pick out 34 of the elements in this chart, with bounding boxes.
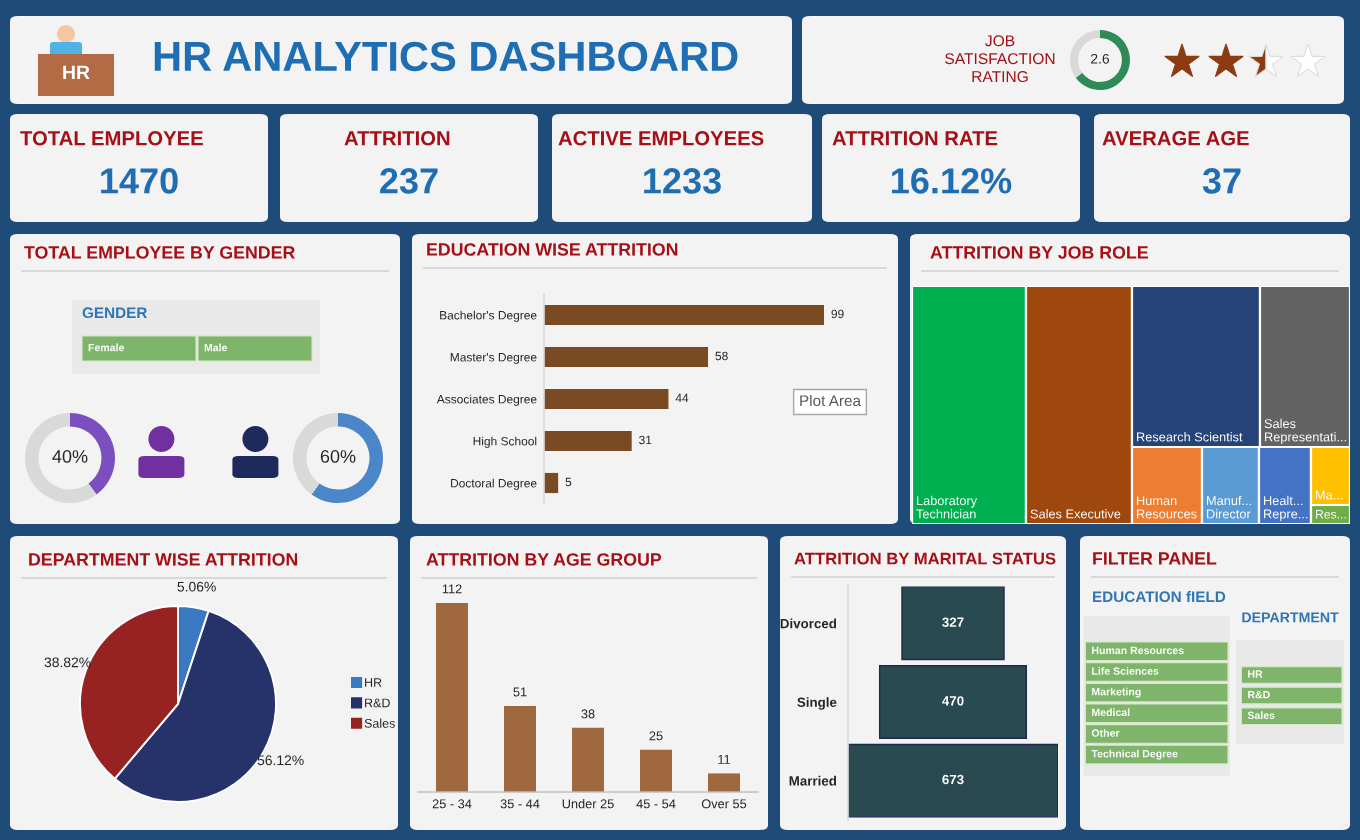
text: 37 (1202, 168, 1241, 194)
donut-slice (311, 413, 383, 503)
bar (544, 346, 709, 368)
text: TOTAL EMPLOYEE (20, 131, 203, 146)
text: 16.12% (892, 168, 1012, 194)
text: ACTIVE EMPLOYEES (558, 131, 764, 146)
bar (544, 304, 824, 326)
data-label: 60% (320, 450, 356, 463)
bar (544, 472, 559, 494)
text: ATTRITION BY JOB ROLE (930, 246, 1148, 259)
data-label: 40% (52, 450, 88, 463)
bar (708, 773, 740, 792)
text: 1470 (101, 168, 178, 194)
chart-title: ATTRITION BY AGE GROUP (426, 553, 662, 566)
text: ATTRITION BY MARITAL STATUS (794, 552, 1056, 565)
text: ATTRITION RATE (832, 131, 998, 146)
text: HR ANALYTICS DASHBOARD (154, 41, 738, 72)
bar (436, 602, 468, 792)
donut-slice (1075, 30, 1130, 90)
bar (544, 430, 632, 452)
text: ATTRITION (344, 131, 450, 146)
chart-title: EDUCATION WISE ATTRITION (427, 243, 678, 256)
bar (640, 749, 672, 792)
text: 1233 (644, 168, 721, 194)
text: 237 (380, 168, 438, 194)
bar (572, 727, 604, 792)
text: TOTAL EMPLOYEE BY GENDER (24, 246, 295, 259)
bar (504, 705, 536, 792)
text: HR (63, 65, 90, 80)
bar (544, 388, 669, 410)
chart-title: DEPARTMENT WISE ATTRITION (29, 553, 298, 566)
text: FILTER PANEL (1093, 552, 1217, 565)
text: AVERAGE AGE (1102, 131, 1249, 146)
donut-slice (25, 413, 97, 503)
